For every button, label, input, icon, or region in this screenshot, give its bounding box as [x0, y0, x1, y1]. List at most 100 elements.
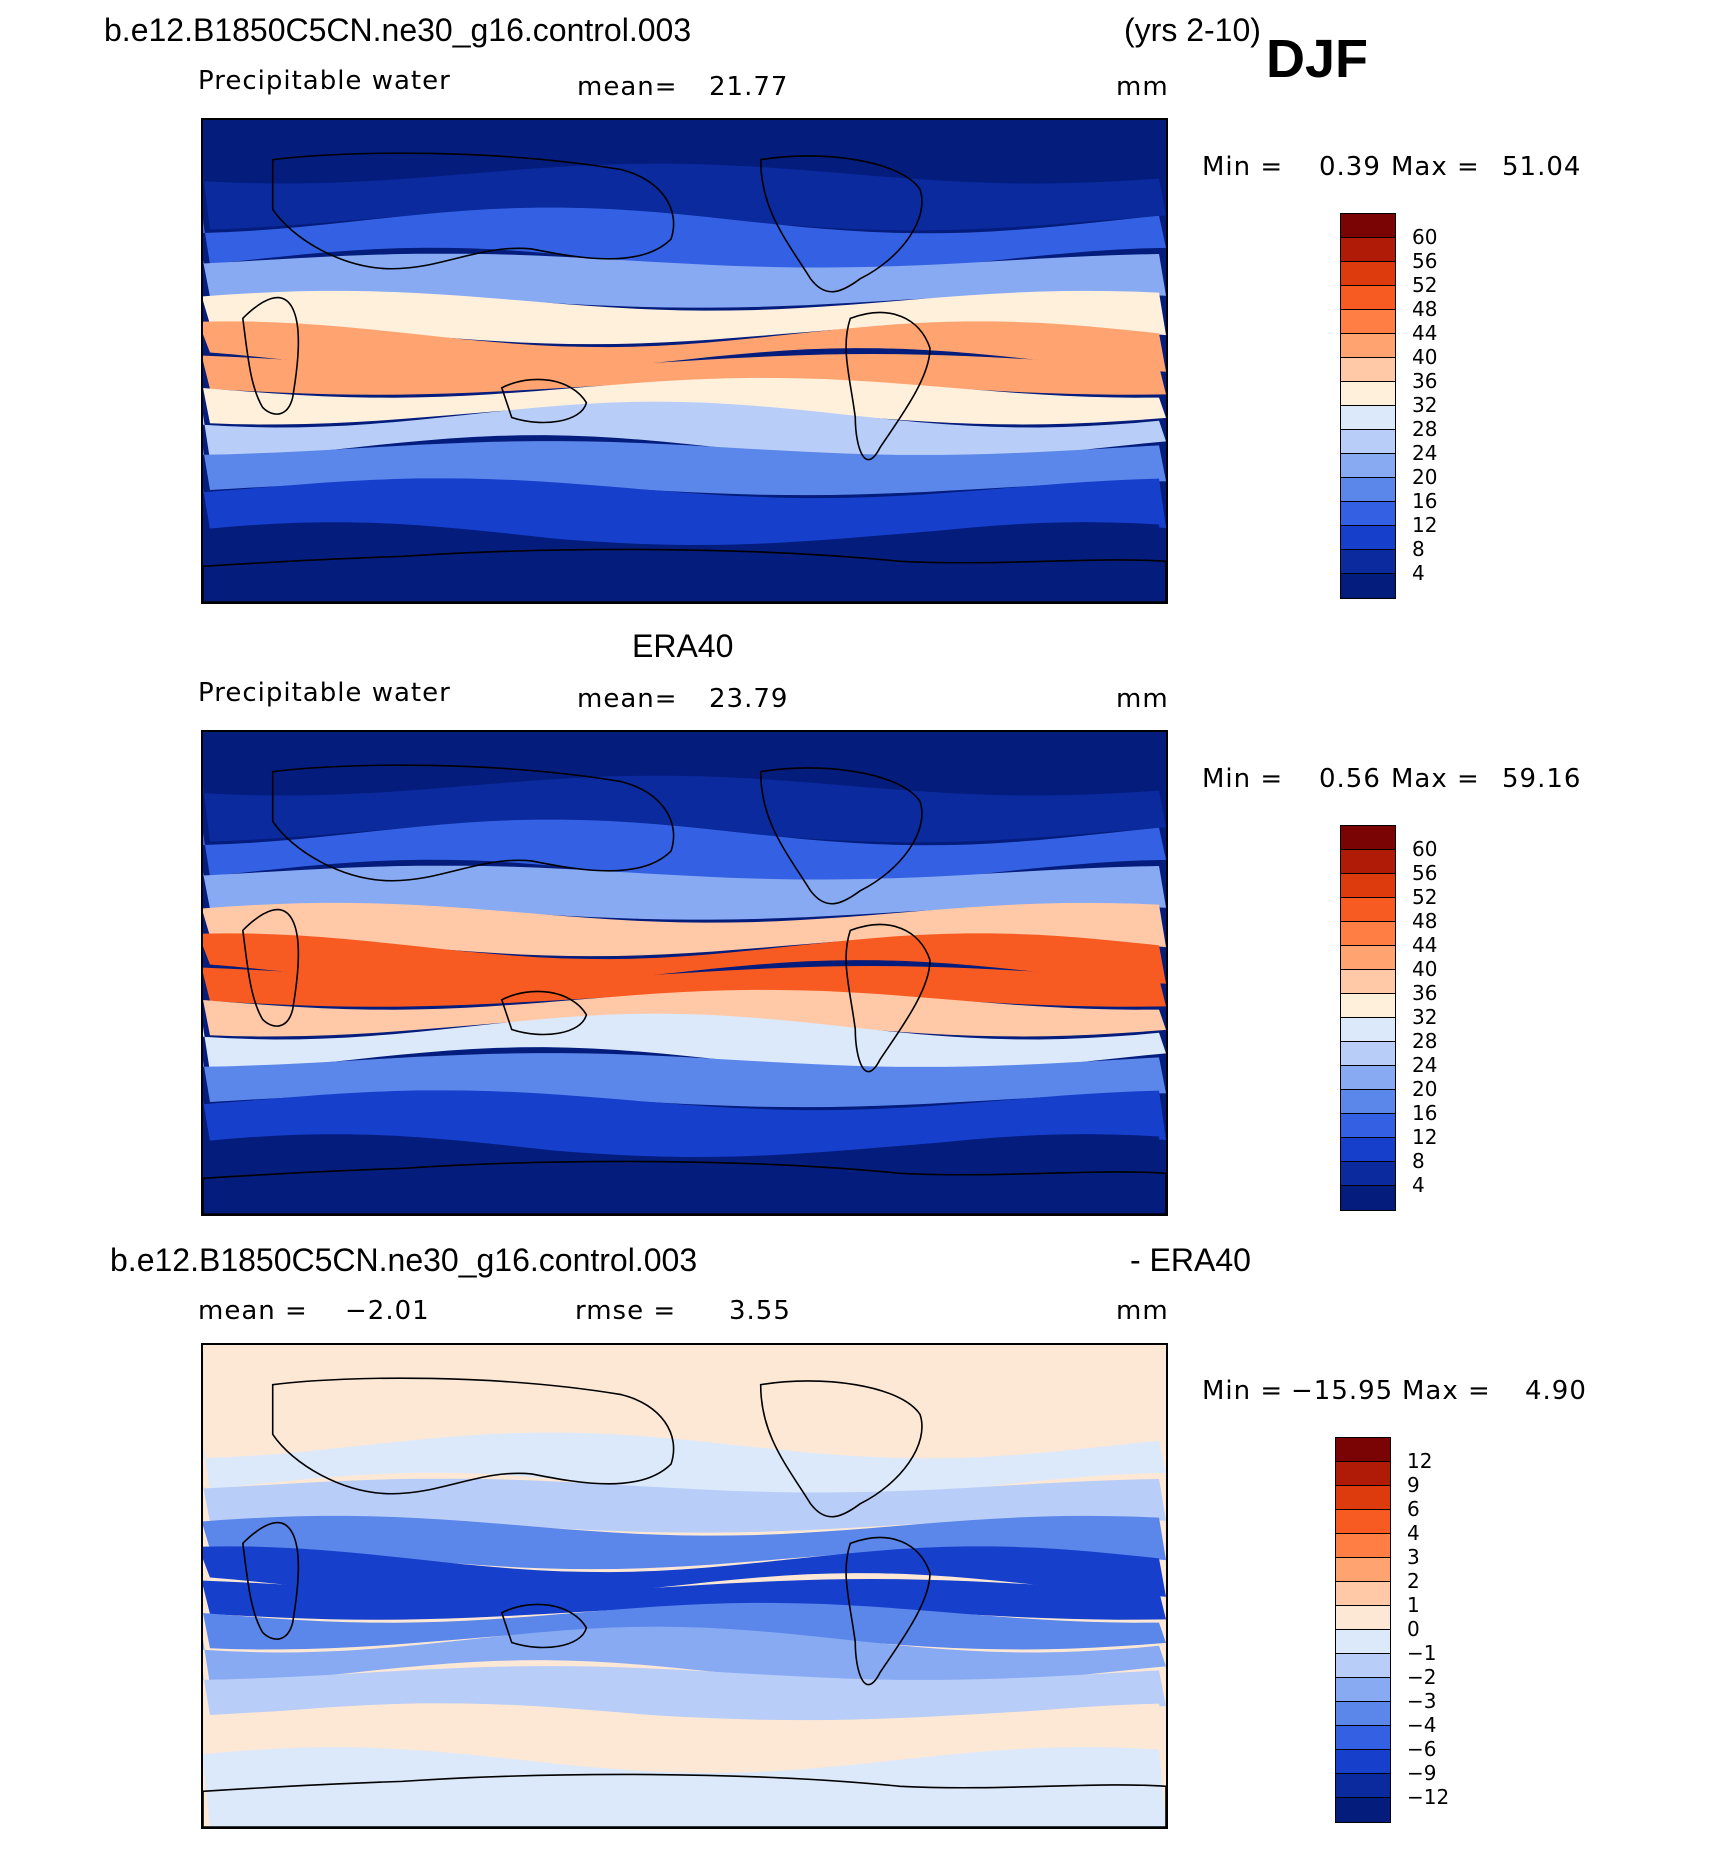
colorbar-tick-label: 8	[1412, 1149, 1425, 1173]
field-band	[203, 819, 1166, 886]
field-plot	[203, 120, 1166, 602]
min-label: Min =	[1202, 152, 1284, 182]
colorbar-tick-label: −2	[1407, 1665, 1437, 1689]
colorbar-cell	[1340, 213, 1396, 239]
colorbar: 12 9 6 4 3 2 1 0 −1 −2 −3 −4 −6 −9 −12	[1335, 1437, 1449, 1823]
field-band	[203, 120, 1166, 181]
field-band	[203, 290, 1166, 345]
field-band	[203, 1602, 1166, 1650]
field-plot	[203, 732, 1166, 1214]
panel-title-right: - ERA40	[1130, 1242, 1251, 1278]
coastline	[759, 767, 923, 905]
colorbar-tick-label: −9	[1407, 1761, 1437, 1785]
field-band	[203, 377, 1166, 425]
colorbar-tick-label: 4	[1407, 1521, 1420, 1545]
field-band	[203, 1345, 1166, 1406]
colorbar-tick-label: 52	[1412, 273, 1438, 297]
max-value: 51.04	[1502, 152, 1582, 182]
rmse-value: 3.55	[729, 1296, 791, 1326]
colorbar-tick-label: 9	[1407, 1473, 1420, 1497]
colorbar-cell	[1335, 1749, 1391, 1775]
colorbar-cell	[1335, 1461, 1391, 1487]
colorbar-tick-label: 20	[1412, 1077, 1438, 1101]
coastline	[241, 296, 300, 415]
max-label: Max =	[1391, 152, 1480, 182]
colorbar-cell	[1340, 1161, 1396, 1187]
field-band	[203, 1666, 1166, 1721]
coastline	[271, 1377, 675, 1495]
max-label: Max =	[1391, 764, 1480, 794]
field-band	[203, 902, 1166, 957]
map-panel-model	[201, 118, 1168, 604]
colorbar-cell	[1335, 1629, 1391, 1655]
colorbar-cell	[1340, 945, 1396, 971]
colorbar-cell	[1340, 357, 1396, 383]
colorbar-tick-label: 16	[1412, 1101, 1438, 1125]
colorbar-cell	[1335, 1533, 1391, 1559]
colorbar-cell	[1335, 1701, 1391, 1727]
colorbar-tick-label: 60	[1412, 225, 1438, 249]
colorbar-tick-label: 3	[1407, 1545, 1420, 1569]
coastline	[271, 152, 675, 270]
colorbar-tick-label: 12	[1412, 513, 1438, 537]
colorbar-cell	[1335, 1725, 1391, 1751]
coastline	[500, 1603, 588, 1649]
colorbar-cell	[1340, 285, 1396, 311]
colorbar-cell	[1335, 1485, 1391, 1511]
colorbar-cell	[1335, 1773, 1391, 1799]
colorbar-tick-label: 12	[1407, 1449, 1433, 1473]
colorbar-cell	[1340, 477, 1396, 503]
max-label: Max =	[1402, 1376, 1491, 1406]
colorbar-cell	[1340, 873, 1396, 899]
field-band	[203, 732, 1166, 793]
colorbar: 60 56 52 48 44 40 36 32 28 24 20 16 12 8 4	[1340, 825, 1437, 1211]
field-band	[203, 321, 1166, 374]
colorbar-cell	[1340, 825, 1396, 851]
mean-value: 21.77	[709, 72, 789, 102]
colorbar-cell	[1335, 1797, 1391, 1823]
field-band	[203, 1134, 1166, 1214]
field-band	[203, 1579, 1166, 1620]
colorbar-cell	[1340, 501, 1396, 527]
mean-label: mean=	[577, 72, 678, 102]
field-band	[203, 1478, 1166, 1533]
rmse-label: rmse =	[575, 1296, 677, 1326]
field-band	[203, 207, 1166, 274]
mean-label: mean =	[198, 1296, 308, 1326]
colorbar-cell	[1340, 261, 1396, 287]
field-band	[203, 354, 1166, 395]
min-label: Min =	[1202, 1376, 1284, 1406]
colorbar-tick-label: 6	[1407, 1497, 1420, 1521]
colorbar-cell	[1340, 969, 1396, 995]
years-label: (yrs 2-10)	[1124, 12, 1261, 48]
coastline	[500, 378, 588, 424]
colorbar-cell	[1340, 1113, 1396, 1139]
colorbar-tick-label: 32	[1412, 393, 1438, 417]
coastline	[203, 548, 1166, 602]
colorbar-tick-label: 56	[1412, 861, 1438, 885]
coastline	[241, 1521, 300, 1640]
colorbar-tick-label: −12	[1407, 1785, 1450, 1809]
field-band	[203, 1626, 1166, 1686]
colorbar-tick-label: 2	[1407, 1569, 1420, 1593]
colorbar-cell	[1340, 573, 1396, 599]
field-band	[203, 1013, 1166, 1073]
coastline	[241, 908, 300, 1027]
colorbar-cell	[1340, 1089, 1396, 1115]
colorbar-tick-label: 4	[1412, 561, 1425, 585]
colorbar-cell	[1340, 897, 1396, 923]
field-band	[203, 1747, 1166, 1827]
colorbar-tick-label: 8	[1412, 537, 1425, 561]
min-value: 0.56	[1319, 764, 1381, 794]
colorbar-cell	[1340, 525, 1396, 551]
field-band	[203, 441, 1166, 496]
colorbar-cell	[1340, 381, 1396, 407]
colorbar-tick-label: 40	[1412, 957, 1438, 981]
colorbar-cell	[1340, 237, 1396, 263]
colorbar-tick-label: 32	[1412, 1005, 1438, 1029]
colorbar-tick-label: 20	[1412, 465, 1438, 489]
colorbar-tick-label: 28	[1412, 1029, 1438, 1053]
colorbar-cell	[1340, 1017, 1396, 1043]
colorbar-cell	[1335, 1581, 1391, 1607]
field-band	[203, 966, 1166, 1007]
